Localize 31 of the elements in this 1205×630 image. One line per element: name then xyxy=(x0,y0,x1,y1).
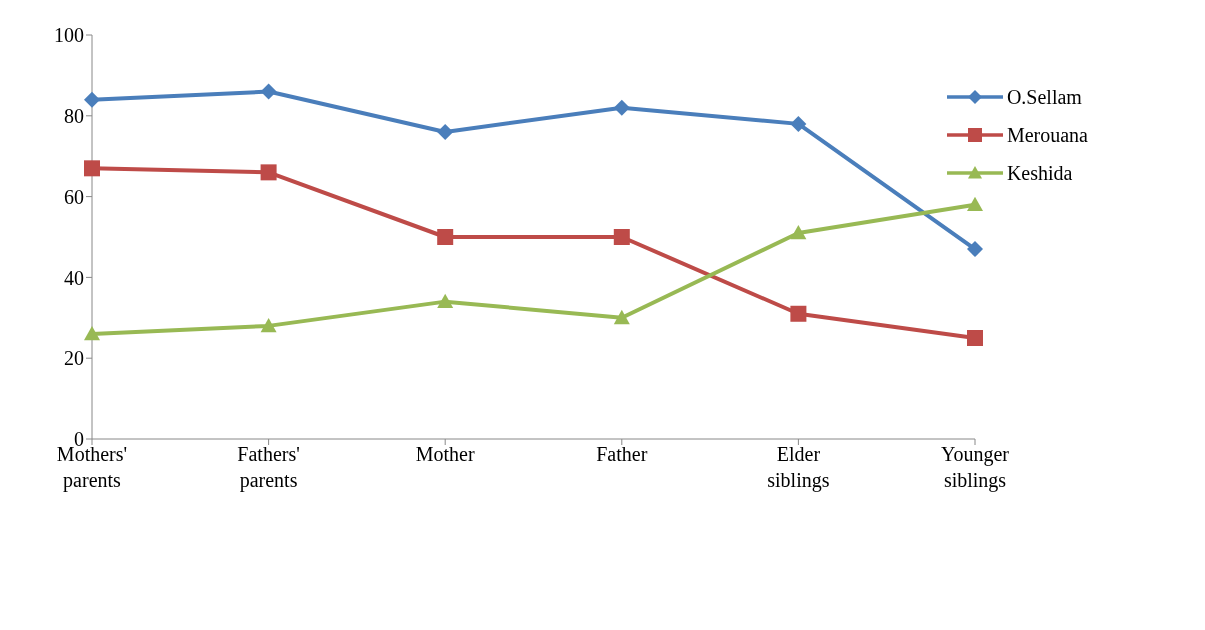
point xyxy=(84,160,100,177)
y-tick-label: 60 xyxy=(64,185,84,208)
x-tick-label: Younger siblings xyxy=(941,443,1010,492)
point xyxy=(790,305,807,322)
x-tick-label: Father xyxy=(596,443,648,465)
point xyxy=(84,91,100,108)
point xyxy=(790,115,807,132)
x-tick-label: Mother xyxy=(415,443,475,465)
point xyxy=(260,83,277,100)
y-tick-label: 100 xyxy=(54,24,84,47)
point xyxy=(84,325,100,341)
point xyxy=(437,293,454,309)
x-tick-label: Elder siblings xyxy=(767,443,830,492)
point xyxy=(790,224,807,240)
legend-label: Merouana xyxy=(1006,123,1088,147)
point xyxy=(613,309,630,325)
point xyxy=(967,196,983,212)
point xyxy=(613,229,630,245)
y-tick-label: 80 xyxy=(64,104,84,127)
x-tick-label: Fathers' parents xyxy=(237,443,300,492)
legend-label: Keshida xyxy=(1006,161,1073,185)
point xyxy=(967,330,983,346)
point xyxy=(260,164,277,181)
y-tick-label: 40 xyxy=(64,266,84,289)
point xyxy=(613,99,630,116)
point xyxy=(260,317,277,333)
point xyxy=(437,123,454,140)
point xyxy=(967,241,983,258)
point xyxy=(437,229,454,245)
y-tick-label: 20 xyxy=(64,347,84,370)
legend-label: O.Sellam xyxy=(1006,85,1082,109)
